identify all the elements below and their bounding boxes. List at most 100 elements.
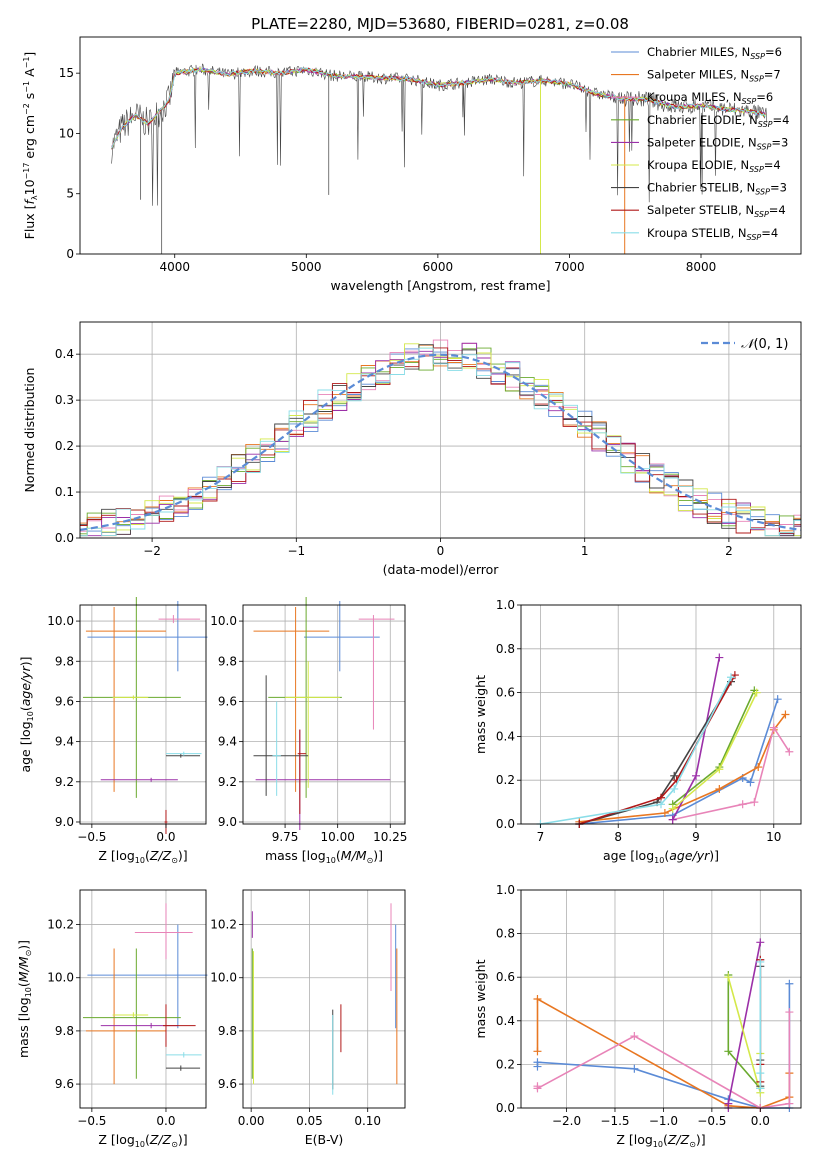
mass-weight-marker (630, 1064, 639, 1073)
y-tick-label: 0.8 (496, 642, 515, 656)
x-tick-label: 0.0 (156, 830, 175, 844)
mass-weight-marker (724, 1047, 733, 1056)
x-tick-label: −0.5 (77, 830, 106, 844)
y-tick-label: 10.0 (47, 971, 74, 985)
y-tick-label: 0.0 (496, 1101, 515, 1115)
mass-weight-marker (785, 1099, 794, 1108)
x-tick-label: 1 (581, 544, 589, 558)
y-tick-label: 0.8 (496, 927, 515, 941)
mass-weight-marker (692, 771, 700, 780)
axes-frame (520, 604, 802, 825)
legend-label: Chabrier ELODIE, NSSP=4 (647, 113, 789, 129)
axes-frame (520, 889, 802, 1109)
mass-weight-marker (533, 1047, 542, 1056)
y-tick-label: 0.0 (496, 817, 515, 831)
mass-weight-marker (533, 995, 542, 1003)
y-tick-label: 0.4 (496, 1014, 515, 1028)
axes-frame (79, 321, 802, 539)
y-tick-label: 9.4 (218, 735, 237, 749)
legend-label: Salpeter STELIB, NSSP=4 (647, 203, 786, 219)
mass-weight-marker (730, 671, 739, 680)
x-axis-label: mass [log10(M/M⊙)] (265, 848, 383, 865)
legend-label: Kroupa ELODIE, NSSP=4 (647, 158, 781, 174)
grid-layer (80, 322, 801, 1109)
mass-weight-marker (668, 804, 677, 813)
mass-weight-marker (724, 973, 733, 982)
mass-weight-marker (754, 763, 763, 772)
legend-label: Kroupa STELIB, NSSP=4 (647, 226, 778, 242)
x-tick-label: 7 (537, 830, 545, 844)
x-tick-label: 0.00 (238, 1114, 265, 1128)
legend-label: 𝒩(0, 1) (741, 337, 788, 352)
x-tick-label: −0.5 (697, 1114, 726, 1128)
y-tick-label: 0.4 (496, 729, 515, 743)
mass-weight-marker (715, 784, 724, 793)
legend-label: Chabrier STELIB, NSSP=3 (647, 181, 787, 197)
legend-label: Salpeter ELODIE, NSSP=3 (647, 135, 788, 151)
x-tick-label: −2 (143, 544, 161, 558)
mass-weight-marker (752, 688, 761, 697)
y-tick-label: 0.4 (55, 347, 74, 361)
mass-weight-marker (785, 1008, 794, 1017)
y-tick-label: 5 (66, 187, 74, 201)
x-tick-label: 7000 (554, 260, 585, 274)
mass-weight-line (579, 698, 779, 825)
x-tick-label: 8 (614, 830, 622, 844)
mass-weight-marker (715, 765, 724, 774)
axes-frame (79, 889, 207, 1109)
y-tick-label: 10.2 (47, 918, 74, 932)
axes-frame (79, 36, 802, 255)
mass-weight-marker (746, 778, 755, 787)
y-tick-label: 9.6 (55, 694, 74, 708)
mass-weight-line (540, 676, 732, 825)
y-tick-label: 10.0 (47, 614, 74, 628)
axes-frame (242, 604, 406, 825)
x-tick-label: −0.5 (77, 1114, 106, 1128)
mass-weight-marker (756, 1069, 765, 1078)
y-tick-label: 0.1 (55, 485, 74, 499)
y-tick-label: 0.2 (496, 1057, 515, 1071)
x-tick-label: −2.0 (552, 1114, 581, 1128)
mass-weight-marker (773, 695, 782, 704)
x-axis-label: Z [log10(Z/Z⊙)] (616, 1132, 705, 1149)
x-axis-label: (data-model)/error (383, 562, 500, 577)
legend-label: Chabrier MILES, NSSP=6 (647, 45, 782, 61)
y-tick-label: 9.0 (55, 815, 74, 829)
y-tick-label: 15 (59, 66, 74, 80)
y-tick-label: 1.0 (496, 598, 515, 612)
y-tick-label: 10.0 (210, 971, 237, 985)
x-axis-label: age [log10(age/yr)] (603, 848, 719, 865)
y-tick-label: 0.0 (55, 531, 74, 545)
x-tick-label: 10.25 (373, 830, 407, 844)
axes-frame (79, 604, 207, 825)
x-tick-label: 4000 (159, 260, 190, 274)
x-tick-label: 0 (437, 544, 445, 558)
legend-label: Salpeter MILES, NSSP=7 (647, 68, 781, 84)
x-tick-label: 8000 (686, 260, 717, 274)
y-tick-label: 9.8 (218, 654, 237, 668)
y-axis-label: mass [log10(M/M⊙)] (16, 940, 33, 1058)
mass-weight-marker (670, 771, 679, 780)
y-tick-label: 9.2 (55, 775, 74, 789)
data-layer (79, 63, 802, 1112)
mass-weight-marker (715, 653, 724, 662)
y-axis-label: mass weight (473, 959, 488, 1038)
figure-title: PLATE=2280, MJD=53680, FIBERID=0281, z=0… (251, 15, 629, 33)
y-tick-label: 9.6 (55, 1077, 74, 1091)
axes-frame (242, 889, 406, 1109)
x-tick-label: 6000 (423, 260, 454, 274)
y-tick-label: 10.2 (210, 918, 237, 932)
y-tick-label: 9.2 (218, 775, 237, 789)
x-tick-label: 9.75 (272, 830, 299, 844)
mass-weight-marker (785, 747, 794, 756)
y-tick-label: 0.2 (55, 439, 74, 453)
mass-weight-marker (756, 957, 765, 966)
mass-weight-marker (670, 784, 679, 793)
y-axis-label: age [log10(age/yr)] (18, 656, 35, 772)
axes-layer (76, 36, 802, 1112)
y-axis-label: Normed distribution (22, 368, 37, 493)
mass-weight-marker (750, 798, 759, 807)
x-tick-label: 0.0 (156, 1114, 175, 1128)
